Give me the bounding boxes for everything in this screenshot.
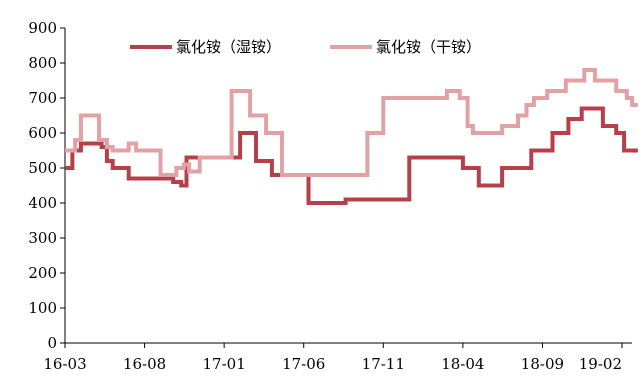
legend-label-1: 氯化铵（湿铵） xyxy=(176,38,281,56)
legend: 氯化铵（湿铵） 氯化铵（干铵） xyxy=(130,38,481,56)
y-tick-label: 400 xyxy=(28,194,57,212)
x-tick-label: 17-11 xyxy=(362,355,405,373)
y-tick-label: 800 xyxy=(28,54,57,72)
x-tick-label: 16-08 xyxy=(123,355,166,373)
series-layer xyxy=(65,68,638,205)
y-tick-label: 200 xyxy=(28,264,57,282)
axes-layer: 0 100 200 300 400 500 600 700 800 900 16-03 16-08 17… xyxy=(28,19,632,373)
y-tick-label: 500 xyxy=(28,159,57,177)
x-tick-label: 17-01 xyxy=(203,355,246,373)
y-tick-label: 100 xyxy=(28,299,57,317)
x-tick-label: 18-09 xyxy=(521,355,564,373)
series-line-2 xyxy=(65,68,638,177)
y-tick-label: 0 xyxy=(47,334,57,352)
x-tick-label: 16-03 xyxy=(43,355,86,373)
series-line-1 xyxy=(65,106,638,205)
y-tick-label: 900 xyxy=(28,19,57,37)
y-tick-label: 300 xyxy=(28,229,57,247)
y-tick-label: 700 xyxy=(28,89,57,107)
x-tick-label: 17-06 xyxy=(282,355,325,373)
x-tick-label: 18-04 xyxy=(441,355,484,373)
y-tick-label: 600 xyxy=(28,124,57,142)
x-tick-label: 19-02 xyxy=(579,355,622,373)
legend-label-2: 氯化铵（干铵） xyxy=(376,38,481,56)
